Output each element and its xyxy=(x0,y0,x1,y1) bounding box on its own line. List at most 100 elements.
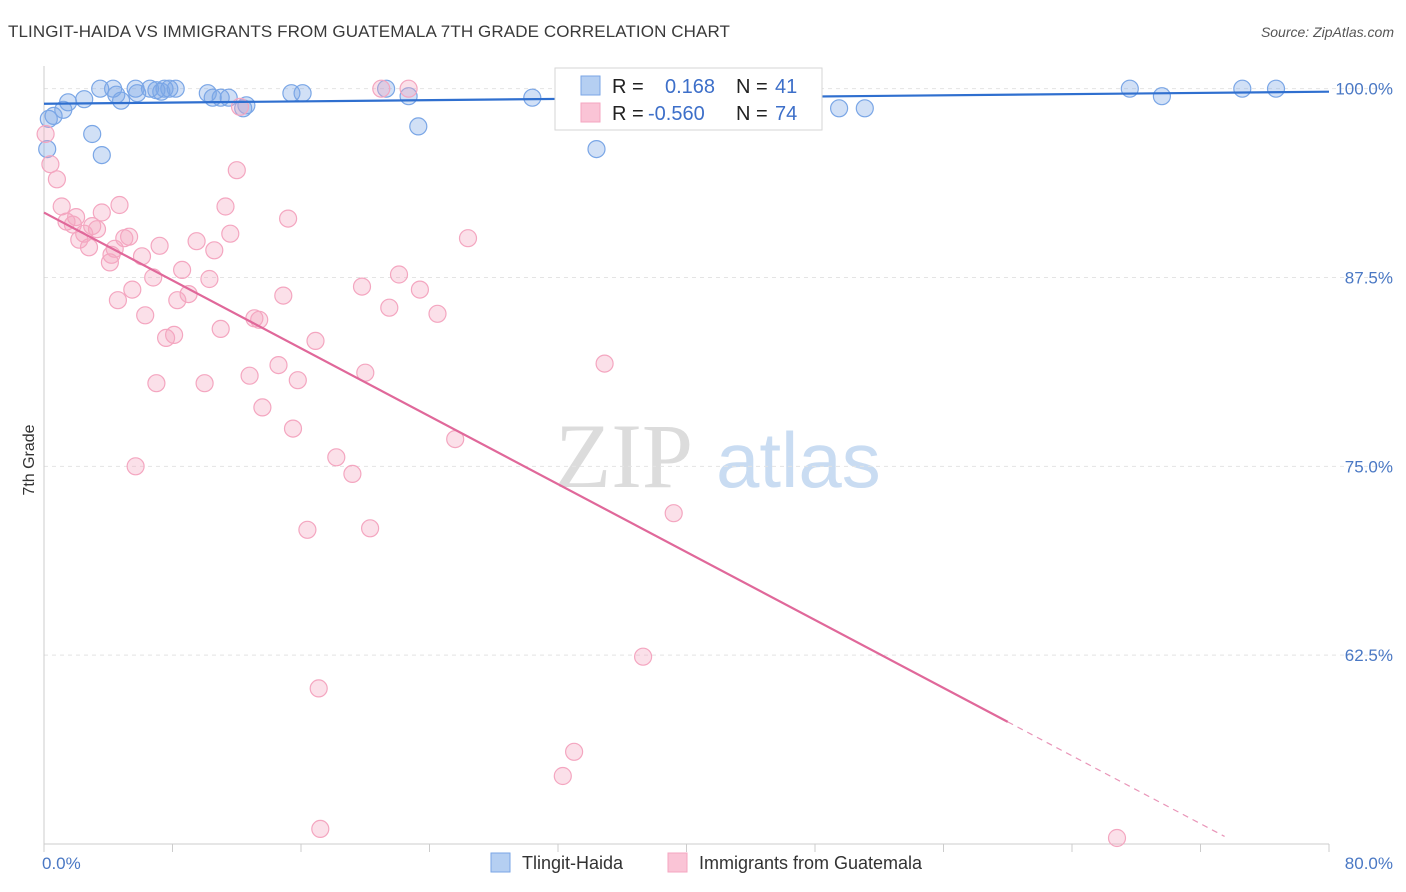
point-guatemala-35 xyxy=(205,241,224,260)
point-guatemala-53 xyxy=(311,819,330,839)
point-guatemala-10 xyxy=(83,217,102,236)
chart-title: TLINGIT-HAIDA VS IMMIGRANTS FROM GUATEMA… xyxy=(8,22,731,41)
point-guatemala-73 xyxy=(1107,828,1127,848)
series-legend-swatch-tlingit-haida xyxy=(490,852,511,873)
point-guatemala-28 xyxy=(165,325,184,344)
series-guatemala-points xyxy=(36,79,1127,848)
point-tlingit-haida-4 xyxy=(58,93,78,112)
y-tick-labels: 100.0% 87.5% 75.0% 62.5% xyxy=(1335,80,1393,666)
point-tlingit-haida-35 xyxy=(855,99,874,118)
stats-legend-swatch-blue xyxy=(580,75,601,96)
point-guatemala-2 xyxy=(47,170,67,189)
point-guatemala-23 xyxy=(136,306,155,325)
point-guatemala-26 xyxy=(150,236,169,255)
point-guatemala-46 xyxy=(274,286,293,305)
chart-source: Source: ZipAtlas.com xyxy=(1260,24,1394,40)
point-tlingit-haida-29 xyxy=(409,117,428,136)
point-tlingit-haida-27 xyxy=(377,79,396,98)
point-guatemala-60 xyxy=(380,298,399,317)
point-guatemala-52 xyxy=(309,679,328,698)
stats-legend-swatch-pink xyxy=(580,102,601,123)
point-guatemala-13 xyxy=(100,253,120,272)
stats-n-value-1: 74 xyxy=(775,103,797,125)
point-tlingit-haida-26 xyxy=(293,84,312,103)
y-tick-label-0: 100.0% xyxy=(1335,80,1393,99)
point-guatemala-1 xyxy=(41,155,60,174)
point-guatemala-25 xyxy=(147,374,166,393)
watermark-zip: ZIP xyxy=(555,405,693,507)
point-tlingit-haida-0 xyxy=(38,140,57,159)
point-guatemala-54 xyxy=(327,448,346,467)
point-guatemala-36 xyxy=(211,319,230,338)
point-guatemala-32 xyxy=(187,232,206,251)
y-tick-label-3: 62.5% xyxy=(1345,646,1393,665)
point-guatemala-44 xyxy=(253,398,272,417)
stats-r-label-0: R = xyxy=(612,76,644,98)
point-guatemala-37 xyxy=(216,197,235,216)
point-guatemala-68 xyxy=(564,742,584,761)
point-tlingit-haida-6 xyxy=(83,124,102,144)
point-tlingit-haida-11 xyxy=(111,91,131,110)
point-tlingit-haida-38 xyxy=(1233,79,1252,98)
point-guatemala-45 xyxy=(269,356,288,375)
point-guatemala-50 xyxy=(298,520,317,539)
series-legend-label-guatemala: Immigrants from Guatemala xyxy=(699,853,923,873)
stats-n-label-0: N = xyxy=(736,76,768,98)
series-legend-label-tlingit-haida: Tlingit-Haida xyxy=(522,853,624,873)
point-guatemala-11 xyxy=(87,220,107,239)
point-guatemala-20 xyxy=(123,280,142,299)
point-guatemala-30 xyxy=(173,260,192,279)
point-tlingit-haida-1 xyxy=(39,109,58,129)
point-guatemala-6 xyxy=(66,208,86,227)
point-tlingit-haida-39 xyxy=(1266,79,1286,98)
point-tlingit-haida-5 xyxy=(75,90,94,109)
stats-r-label-1: R = xyxy=(612,103,644,125)
axes xyxy=(43,66,1330,852)
point-tlingit-haida-34 xyxy=(829,99,849,118)
y-tick-label-1: 87.5% xyxy=(1345,268,1393,287)
stats-legend: R = 0.168 N = 41 R = -0.560 N = 74 xyxy=(554,67,823,131)
point-guatemala-9 xyxy=(79,238,99,257)
trend-line-guatemala xyxy=(43,211,1009,723)
point-guatemala-67 xyxy=(553,766,572,786)
point-tlingit-haida-14 xyxy=(140,79,160,98)
point-guatemala-34 xyxy=(200,269,219,289)
point-tlingit-haida-2 xyxy=(44,106,63,126)
point-guatemala-58 xyxy=(361,519,380,538)
y-tick-label-2: 75.0% xyxy=(1345,457,1393,476)
point-tlingit-haida-40 xyxy=(152,82,171,101)
watermark-atlas: atlas xyxy=(716,416,881,504)
point-tlingit-haida-30 xyxy=(523,88,542,107)
point-tlingit-haida-7 xyxy=(91,79,110,98)
stats-n-label-1: N = xyxy=(736,103,768,125)
point-tlingit-haida-8 xyxy=(92,146,111,165)
x-tick-label-min: 0.0% xyxy=(42,854,81,873)
point-guatemala-3 xyxy=(52,197,71,216)
point-tlingit-haida-37 xyxy=(1152,87,1172,106)
point-guatemala-41 xyxy=(240,366,259,385)
point-guatemala-48 xyxy=(283,419,303,438)
point-guatemala-17 xyxy=(110,195,129,215)
series-legend: Tlingit-Haida Immigrants from Guatemala xyxy=(490,852,923,873)
stats-r-value-1: -0.560 xyxy=(648,103,705,125)
point-guatemala-0 xyxy=(36,124,55,144)
stats-r-value-0: 0.168 xyxy=(665,76,715,98)
point-guatemala-19 xyxy=(120,227,139,246)
point-guatemala-56 xyxy=(352,277,372,296)
point-guatemala-61 xyxy=(389,265,409,284)
point-guatemala-69 xyxy=(595,354,614,373)
point-tlingit-haida-18 xyxy=(166,79,185,98)
point-guatemala-21 xyxy=(126,457,145,476)
stats-n-value-0: 41 xyxy=(775,76,797,98)
point-guatemala-63 xyxy=(410,280,429,299)
point-guatemala-62 xyxy=(399,79,418,98)
point-guatemala-51 xyxy=(306,331,325,350)
point-guatemala-38 xyxy=(221,224,240,243)
point-guatemala-47 xyxy=(279,209,298,228)
point-guatemala-33 xyxy=(195,374,214,393)
point-guatemala-24 xyxy=(144,268,163,287)
point-guatemala-66 xyxy=(458,229,478,248)
point-guatemala-64 xyxy=(428,304,447,323)
point-guatemala-70 xyxy=(633,647,653,666)
